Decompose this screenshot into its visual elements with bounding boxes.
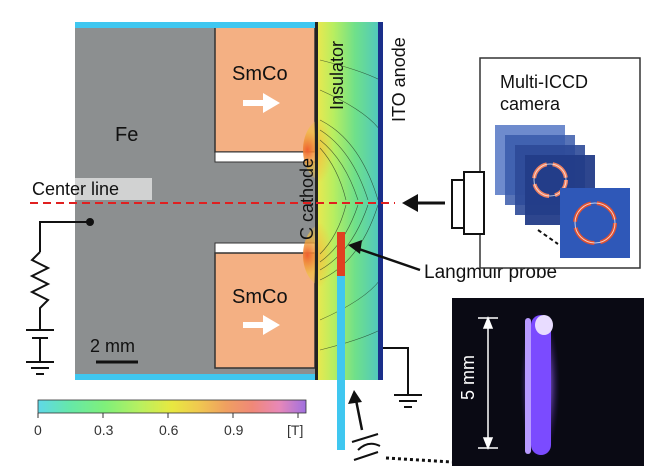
photo-scale-label: 5 mm <box>458 355 478 400</box>
cyan-plate-bottom <box>75 374 318 380</box>
colorbar-ticks <box>37 413 299 418</box>
insulator-label: Insulator <box>327 41 347 110</box>
magnet-bottom-label: SmCo <box>232 286 288 308</box>
anode-plate <box>378 22 383 380</box>
iccd-frames <box>495 125 630 258</box>
camera-label-1: Multi-ICCD <box>500 72 588 92</box>
cyan-plate-top <box>75 22 318 28</box>
field-map <box>318 22 380 380</box>
colorbar-unit: [T] <box>287 422 303 438</box>
camera-arrow-head <box>402 194 418 212</box>
camera-label-2: camera <box>500 94 561 114</box>
plasma-top-bright <box>535 315 553 335</box>
colorbar <box>37 399 307 414</box>
colorbar-tick-0: 0 <box>34 422 42 438</box>
field-contours <box>319 59 381 351</box>
magnet-bottom <box>214 252 316 369</box>
colorbar-tick-2: 0.6 <box>159 422 179 438</box>
probe-pointer-head <box>348 240 362 254</box>
center-line-label-bg <box>28 178 152 200</box>
plasma-core <box>531 315 551 455</box>
eye-icon <box>351 433 381 461</box>
plasma-edge-left <box>525 318 531 454</box>
magnet-top-arrow <box>243 93 280 113</box>
anode-label: ITO anode <box>389 37 409 122</box>
view-arrow-head <box>348 390 362 404</box>
view-arrow-line <box>354 399 364 431</box>
field-hotspot-bottom <box>303 223 347 287</box>
scale-bar-label: 2 mm <box>90 336 135 356</box>
magnet-bottom-arrow <box>243 315 280 335</box>
iron-label: Fe <box>115 124 138 146</box>
probe-pointer <box>355 246 421 272</box>
center-line-label: Center line <box>32 179 119 199</box>
photo-scale-bar <box>478 315 498 451</box>
view-dotted-leader <box>385 456 453 464</box>
colorbar-tick-3: 0.9 <box>224 422 244 438</box>
cathode-edge <box>315 22 318 380</box>
cathode-label: C cathode <box>297 158 317 240</box>
circuit <box>26 218 94 375</box>
field-hotspot-top <box>303 118 347 182</box>
probe-tip <box>337 232 345 276</box>
magnet-top-label: SmCo <box>232 63 288 85</box>
magnet-top <box>214 26 316 153</box>
probe-shaft <box>337 275 345 450</box>
colorbar-tick-1: 0.3 <box>94 422 114 438</box>
camera-body-icon <box>451 171 485 235</box>
anode-ground <box>383 347 422 408</box>
gap-bottom <box>214 242 316 254</box>
